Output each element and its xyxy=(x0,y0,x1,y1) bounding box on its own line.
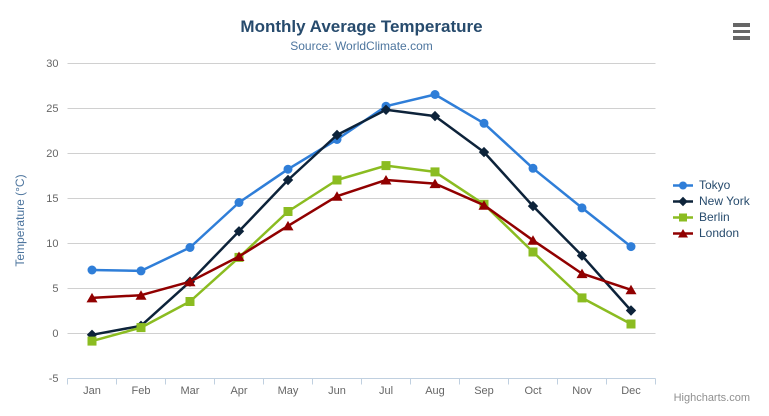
legend-label: Berlin xyxy=(699,210,730,224)
point-tokyo-dec[interactable] xyxy=(626,242,636,252)
legend-marker-shape xyxy=(678,196,688,206)
x-axis-tick-label: Dec xyxy=(621,385,641,397)
point-tokyo-jan[interactable] xyxy=(87,265,97,275)
point-tokyo-aug[interactable] xyxy=(430,90,440,99)
point-new-york-oct[interactable] xyxy=(527,200,539,212)
legend-item-london[interactable]: London xyxy=(672,225,750,241)
legend-marker-shape xyxy=(679,213,687,221)
point-london-jul[interactable] xyxy=(380,175,392,185)
hamburger-icon xyxy=(733,23,750,40)
point-new-york-nov[interactable] xyxy=(576,250,588,261)
x-axis-tick-label: Oct xyxy=(524,385,541,397)
x-axis-tick-label: Feb xyxy=(132,385,151,397)
x-axis-tick-label: Sep xyxy=(474,385,494,397)
point-berlin-dec[interactable] xyxy=(626,319,636,329)
legend-item-berlin[interactable]: Berlin xyxy=(672,209,750,225)
point-new-york-sep[interactable] xyxy=(478,146,490,158)
x-axis-tick-label: Nov xyxy=(572,385,592,397)
point-tokyo-mar[interactable] xyxy=(185,243,195,252)
point-london-dec[interactable] xyxy=(625,284,637,295)
x-axis-tick-label: Mar xyxy=(181,385,200,397)
point-new-york-aug[interactable] xyxy=(429,110,441,122)
chart-subtitle: Source: WorldClimate.com xyxy=(290,39,433,53)
point-tokyo-may[interactable] xyxy=(283,164,293,174)
series-line-berlin[interactable] xyxy=(90,164,633,343)
point-berlin-oct[interactable] xyxy=(528,247,538,257)
point-tokyo-feb[interactable] xyxy=(136,266,146,276)
point-london-sep[interactable] xyxy=(478,200,490,210)
point-berlin-may[interactable] xyxy=(283,207,293,216)
legend-item-tokyo[interactable]: Tokyo xyxy=(672,177,750,193)
point-berlin-feb[interactable] xyxy=(136,323,146,333)
point-london-mar[interactable] xyxy=(184,276,196,287)
point-berlin-nov[interactable] xyxy=(577,293,587,303)
point-new-york-jul[interactable] xyxy=(380,104,392,115)
export-menu-button[interactable] xyxy=(732,22,751,41)
y-axis-title: Temperature (°C) xyxy=(13,174,27,266)
series-line-tokyo[interactable] xyxy=(90,93,633,273)
legend-label: New York xyxy=(699,194,750,208)
x-axis-tick-label: Apr xyxy=(230,385,247,397)
point-london-nov[interactable] xyxy=(576,268,588,279)
y-axis-tick-label: 20 xyxy=(46,148,58,160)
point-new-york-jun[interactable] xyxy=(331,129,343,141)
y-axis-tick-label: 0 xyxy=(52,328,58,340)
legend-circle-marker-icon xyxy=(673,181,693,189)
x-axis-tick-label: Jun xyxy=(328,385,346,397)
credits-link[interactable]: Highcharts.com xyxy=(673,392,750,404)
x-axis-tick-label: Jul xyxy=(379,385,393,397)
point-tokyo-apr[interactable] xyxy=(234,198,244,207)
legend-triangle-marker-icon xyxy=(673,228,693,237)
point-london-feb[interactable] xyxy=(135,290,147,300)
y-axis-tick-label: 5 xyxy=(52,283,58,295)
point-berlin-aug[interactable] xyxy=(430,167,440,177)
legend: Tokyo New York Berlin London xyxy=(672,177,750,241)
point-new-york-may[interactable] xyxy=(282,174,294,186)
legend-square-marker-icon xyxy=(673,213,693,221)
point-new-york-dec[interactable] xyxy=(625,305,637,316)
x-axis-tick-label: Aug xyxy=(425,385,445,397)
point-london-apr[interactable] xyxy=(233,251,245,262)
point-london-aug[interactable] xyxy=(429,178,441,189)
x-axis-tick-label: Jan xyxy=(83,385,101,397)
legend-label: Tokyo xyxy=(699,178,731,192)
point-berlin-jan[interactable] xyxy=(87,336,97,346)
point-london-jun[interactable] xyxy=(331,191,343,201)
point-tokyo-nov[interactable] xyxy=(577,203,587,213)
point-berlin-mar[interactable] xyxy=(185,297,195,306)
chart-title: Monthly Average Temperature xyxy=(240,17,483,36)
legend-item-new-york[interactable]: New York xyxy=(672,193,750,209)
y-axis-tick-label: 10 xyxy=(46,238,58,250)
y-axis-tick-label: 30 xyxy=(46,58,58,70)
point-tokyo-sep[interactable] xyxy=(479,118,489,128)
x-axis-tick-label: May xyxy=(278,385,299,397)
point-london-jan[interactable] xyxy=(86,292,98,303)
legend-label: London xyxy=(699,226,740,240)
y-axis-tick-label: 25 xyxy=(46,103,58,115)
point-new-york-apr[interactable] xyxy=(233,226,245,237)
y-axis-tick-label: -5 xyxy=(49,373,59,385)
point-london-oct[interactable] xyxy=(527,235,539,245)
point-tokyo-oct[interactable] xyxy=(528,163,538,173)
y-axis-tick-label: 15 xyxy=(46,193,58,205)
series-line-new-york[interactable] xyxy=(90,108,633,337)
point-berlin-jul[interactable] xyxy=(381,161,391,171)
legend-marker-shape xyxy=(679,181,687,189)
point-berlin-jun[interactable] xyxy=(332,175,342,185)
point-london-may[interactable] xyxy=(282,220,294,231)
series-line-london[interactable] xyxy=(90,178,633,300)
legend-diamond-marker-icon xyxy=(673,196,693,206)
legend-marker-shape xyxy=(678,228,688,237)
